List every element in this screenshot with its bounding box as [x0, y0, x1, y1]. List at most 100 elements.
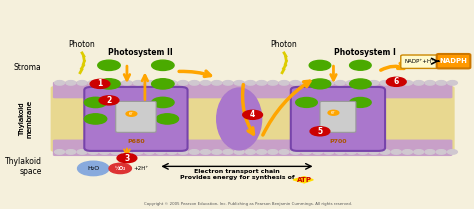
- Circle shape: [133, 81, 143, 85]
- Text: P680: P680: [127, 139, 145, 144]
- Circle shape: [201, 150, 210, 154]
- Text: 1: 1: [97, 79, 103, 88]
- Text: Thylakoid
membrane: Thylakoid membrane: [19, 100, 32, 138]
- Circle shape: [313, 81, 323, 85]
- Circle shape: [436, 150, 446, 154]
- Circle shape: [279, 81, 289, 85]
- Circle shape: [324, 150, 334, 154]
- Circle shape: [392, 150, 401, 154]
- Circle shape: [145, 150, 155, 154]
- Circle shape: [358, 150, 367, 154]
- Circle shape: [346, 81, 356, 85]
- Circle shape: [178, 81, 188, 85]
- Text: H₂O: H₂O: [87, 166, 100, 171]
- Circle shape: [77, 150, 87, 154]
- Circle shape: [279, 150, 289, 154]
- Circle shape: [167, 81, 177, 85]
- Circle shape: [243, 110, 263, 119]
- Circle shape: [257, 81, 266, 85]
- Circle shape: [268, 81, 278, 85]
- Circle shape: [328, 110, 339, 115]
- Circle shape: [414, 150, 424, 154]
- Circle shape: [402, 150, 412, 154]
- Circle shape: [246, 81, 255, 85]
- Circle shape: [109, 163, 131, 174]
- Circle shape: [350, 79, 371, 89]
- Circle shape: [324, 81, 334, 85]
- Circle shape: [100, 81, 109, 85]
- Circle shape: [380, 81, 390, 85]
- Circle shape: [167, 150, 177, 154]
- Circle shape: [66, 150, 76, 154]
- Text: 6: 6: [394, 77, 399, 86]
- Circle shape: [98, 79, 120, 89]
- Circle shape: [234, 81, 244, 85]
- Circle shape: [350, 60, 371, 70]
- Circle shape: [301, 150, 311, 154]
- Text: NADP⁺+H⁺: NADP⁺+H⁺: [405, 59, 435, 64]
- Circle shape: [310, 127, 330, 136]
- Text: Stroma: Stroma: [14, 63, 42, 72]
- Circle shape: [257, 150, 266, 154]
- Circle shape: [402, 81, 412, 85]
- Text: Photosystem II: Photosystem II: [108, 48, 173, 57]
- Circle shape: [234, 150, 244, 154]
- Circle shape: [223, 81, 233, 85]
- Circle shape: [212, 150, 222, 154]
- Circle shape: [111, 150, 121, 154]
- Text: Thylakoid
membrane: Thylakoid membrane: [19, 100, 32, 138]
- Circle shape: [386, 77, 406, 86]
- Text: Copyright © 2005 Pearson Education, Inc. Publishing as Pearson Benjamin Cummings: Copyright © 2005 Pearson Education, Inc.…: [144, 201, 352, 205]
- Circle shape: [291, 150, 300, 154]
- Circle shape: [369, 150, 379, 154]
- Circle shape: [296, 97, 317, 107]
- Text: NADPH: NADPH: [439, 58, 467, 64]
- Circle shape: [335, 150, 345, 154]
- Circle shape: [155, 150, 165, 154]
- Circle shape: [189, 150, 199, 154]
- Circle shape: [55, 150, 64, 154]
- Circle shape: [155, 81, 165, 85]
- Circle shape: [309, 60, 331, 70]
- Circle shape: [99, 96, 119, 105]
- Circle shape: [369, 81, 379, 85]
- Circle shape: [55, 81, 64, 85]
- Circle shape: [201, 81, 210, 85]
- Circle shape: [88, 150, 98, 154]
- Ellipse shape: [217, 88, 262, 150]
- Text: +2H⁺: +2H⁺: [134, 166, 149, 171]
- Text: ½O₂: ½O₂: [115, 166, 126, 171]
- FancyBboxPatch shape: [84, 87, 188, 151]
- Text: Photon: Photon: [271, 40, 298, 49]
- Circle shape: [152, 60, 174, 70]
- Circle shape: [268, 150, 278, 154]
- Text: ATP: ATP: [297, 177, 312, 183]
- Circle shape: [447, 150, 457, 154]
- Polygon shape: [293, 177, 313, 183]
- Circle shape: [335, 81, 345, 85]
- Circle shape: [380, 150, 390, 154]
- Circle shape: [425, 81, 435, 85]
- Circle shape: [346, 150, 356, 154]
- Circle shape: [212, 81, 222, 85]
- Text: P700: P700: [329, 139, 346, 144]
- Circle shape: [246, 150, 255, 154]
- Circle shape: [122, 81, 132, 85]
- Circle shape: [111, 81, 121, 85]
- Text: 5: 5: [318, 127, 322, 136]
- Circle shape: [133, 150, 143, 154]
- Text: e⁻: e⁻: [128, 111, 134, 116]
- FancyBboxPatch shape: [51, 86, 455, 152]
- Circle shape: [301, 81, 311, 85]
- Circle shape: [77, 81, 87, 85]
- Circle shape: [392, 81, 401, 85]
- Circle shape: [291, 81, 300, 85]
- Text: 2: 2: [106, 96, 111, 105]
- Circle shape: [189, 81, 199, 85]
- Circle shape: [98, 60, 120, 70]
- Circle shape: [78, 161, 109, 176]
- Circle shape: [84, 97, 107, 108]
- FancyBboxPatch shape: [116, 101, 156, 132]
- Text: Photosystem I: Photosystem I: [334, 48, 396, 57]
- Circle shape: [358, 81, 367, 85]
